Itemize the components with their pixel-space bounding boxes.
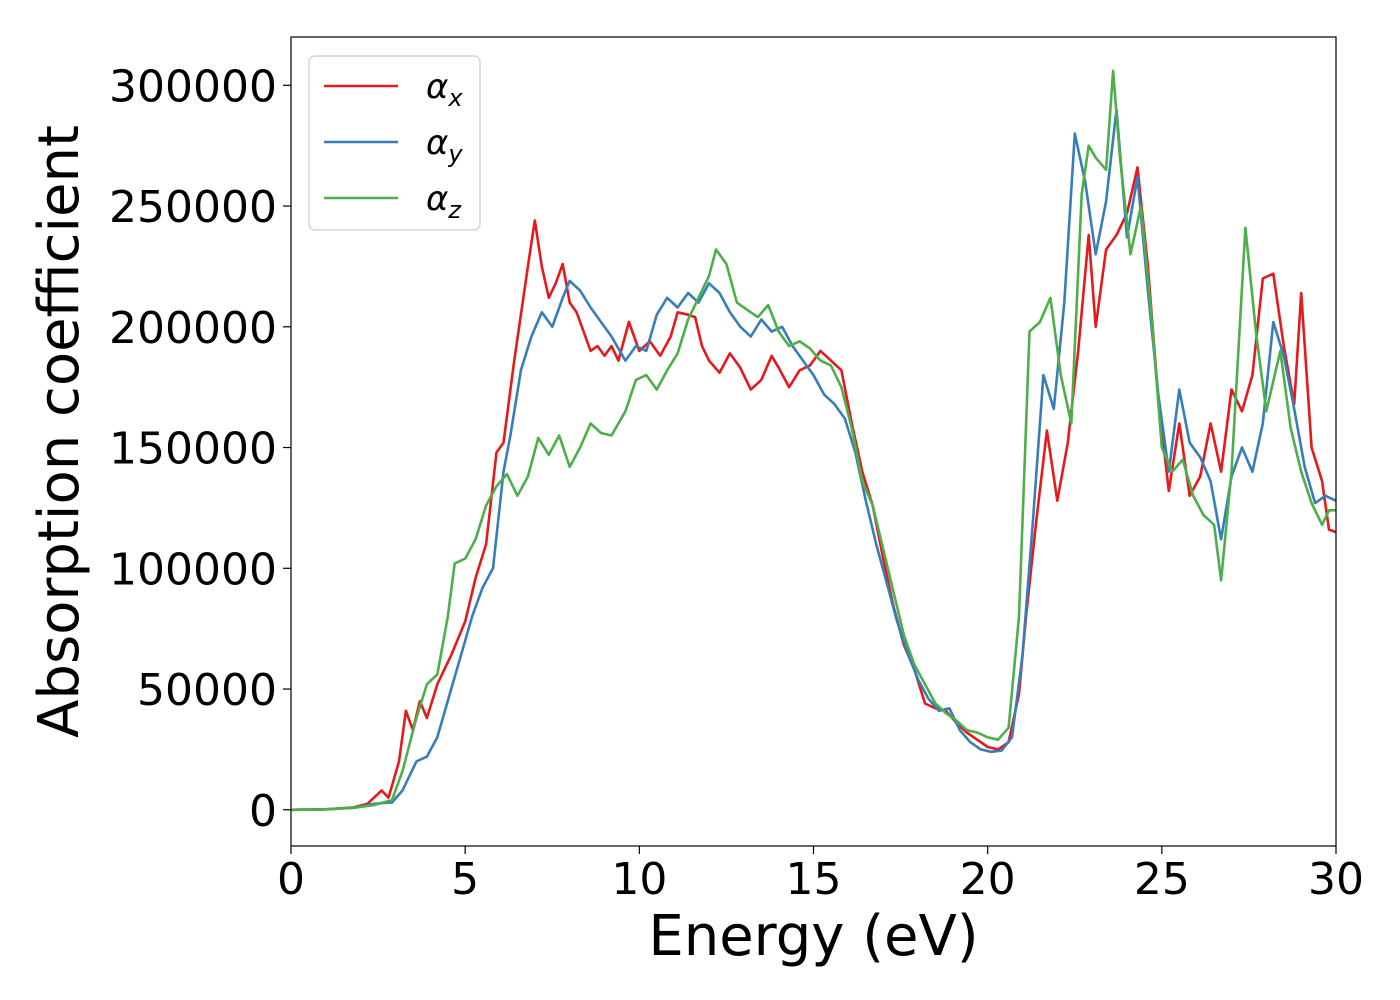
series-layer <box>291 69 1336 812</box>
legend-label-z: αz <box>426 179 462 224</box>
x-tick-label: 15 <box>786 854 842 905</box>
legend-label-x: αx <box>426 67 463 112</box>
x-tick-label: 30 <box>1308 854 1364 905</box>
y-tick-label: 200000 <box>109 303 277 354</box>
y-tick-label: 50000 <box>137 665 277 716</box>
x-tick-label: 5 <box>451 854 479 905</box>
x-tick-label: 20 <box>960 854 1016 905</box>
legend-label-y: αy <box>426 123 463 168</box>
x-tick-label: 10 <box>611 854 667 905</box>
y-tick-label: 100000 <box>109 544 277 595</box>
x-tick-label: 0 <box>277 854 305 905</box>
y-axis: 0 50000 100000 150000 200000 250000 300000 <box>109 61 291 837</box>
y-axis-title: Absorption coefficient <box>27 125 92 738</box>
series-line-y <box>291 108 1336 812</box>
legend: αx αy αz <box>308 55 481 231</box>
y-tick-label: 150000 <box>109 424 277 475</box>
series-line-x <box>291 166 1336 812</box>
y-tick-label: 0 <box>249 786 277 837</box>
y-tick-label: 300000 <box>109 61 277 112</box>
y-tick-label: 250000 <box>109 182 277 233</box>
x-axis: 0 5 10 15 20 25 30 <box>277 846 1364 905</box>
x-tick-label: 25 <box>1134 854 1190 905</box>
x-axis-title: Energy (eV) <box>648 904 978 969</box>
series-line-z <box>291 69 1336 812</box>
